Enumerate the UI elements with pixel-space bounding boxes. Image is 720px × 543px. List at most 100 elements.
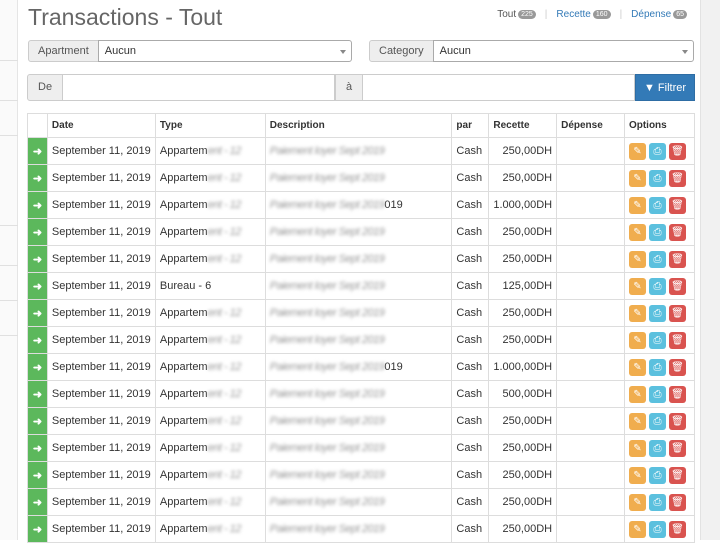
edit-pencil-icon[interactable]: ✎ (628, 304, 646, 322)
arrow-right-icon[interactable]: ➜ (27, 299, 48, 327)
link-tout[interactable]: Tout 225 (497, 9, 536, 20)
print-icon[interactable]: ⎙ (648, 412, 666, 430)
print-icon[interactable]: ⎙ (648, 142, 666, 160)
edit-pencil-icon[interactable]: ✎ (628, 412, 646, 430)
arrow-right-icon[interactable]: ➜ (27, 326, 48, 354)
description-cell: Paiement loyer Sept 2019 (264, 380, 453, 408)
print-icon[interactable]: ⎙ (648, 196, 666, 214)
print-icon[interactable]: ⎙ (648, 250, 666, 268)
par-cell: Cash (451, 137, 490, 165)
trash-icon[interactable]: 🗑 (668, 223, 686, 241)
apartment-select[interactable]: Aucun (97, 40, 352, 62)
depense-cell (556, 326, 625, 354)
print-icon[interactable]: ⎙ (648, 304, 666, 322)
trash-icon[interactable]: 🗑 (668, 493, 686, 511)
arrow-right-icon[interactable]: ➜ (27, 272, 48, 300)
recette-cell: 250,00DH (488, 164, 558, 192)
arrow-right-icon[interactable]: ➜ (27, 407, 48, 435)
edit-pencil-icon[interactable]: ✎ (628, 331, 646, 349)
trash-icon[interactable]: 🗑 (668, 250, 686, 268)
print-icon[interactable]: ⎙ (648, 277, 666, 295)
recette-cell: 250,00DH (488, 326, 558, 354)
filter-button[interactable]: ▼ Filtrer (635, 74, 695, 101)
print-icon[interactable]: ⎙ (648, 493, 666, 511)
trash-icon[interactable]: 🗑 (668, 331, 686, 349)
recette-cell: 250,00DH (488, 407, 558, 435)
edit-pencil-icon[interactable]: ✎ (628, 250, 646, 268)
category-select[interactable]: Aucun (432, 40, 694, 62)
trash-icon[interactable]: 🗑 (668, 169, 686, 187)
edit-pencil-icon[interactable]: ✎ (628, 493, 646, 511)
print-icon[interactable]: ⎙ (648, 358, 666, 376)
print-icon[interactable]: ⎙ (648, 439, 666, 457)
trash-icon[interactable]: 🗑 (668, 196, 686, 214)
print-icon[interactable]: ⎙ (648, 169, 666, 187)
depense-cell (556, 407, 625, 435)
depense-cell (556, 164, 625, 192)
options-cell: ✎ ⎙ 🗑 (623, 164, 696, 192)
type-cell: Appartement - 12 (154, 407, 266, 435)
options-cell: ✎ ⎙ 🗑 (623, 245, 696, 273)
to-label: à (334, 74, 364, 101)
trash-icon[interactable]: 🗑 (668, 304, 686, 322)
print-icon[interactable]: ⎙ (648, 466, 666, 484)
arrow-right-icon[interactable]: ➜ (27, 218, 48, 246)
edit-pencil-icon[interactable]: ✎ (628, 439, 646, 457)
to-date-input[interactable] (363, 74, 635, 101)
trash-icon[interactable]: 🗑 (668, 142, 686, 160)
arrow-right-icon[interactable]: ➜ (27, 164, 48, 192)
link-depense[interactable]: Dépense 65 (631, 9, 687, 20)
edit-pencil-icon[interactable]: ✎ (628, 277, 646, 295)
scrollbar[interactable] (700, 0, 720, 540)
description-cell: Paiement loyer Sept 2019 (264, 434, 453, 462)
col-header[interactable]: Date (46, 113, 156, 138)
recette-cell: 250,00DH (488, 488, 558, 516)
recette-cell: 250,00DH (488, 515, 558, 543)
edit-pencil-icon[interactable]: ✎ (628, 223, 646, 241)
trash-icon[interactable]: 🗑 (668, 412, 686, 430)
trash-icon[interactable]: 🗑 (668, 466, 686, 484)
arrow-right-icon[interactable]: ➜ (27, 434, 48, 462)
trash-icon[interactable]: 🗑 (668, 439, 686, 457)
date-cell: September 11, 2019 (46, 326, 156, 354)
print-icon[interactable]: ⎙ (648, 385, 666, 403)
col-header[interactable]: Description (264, 113, 453, 138)
arrow-right-icon[interactable]: ➜ (27, 137, 48, 165)
par-cell: Cash (451, 407, 490, 435)
print-icon[interactable]: ⎙ (648, 520, 666, 538)
options-cell: ✎ ⎙ 🗑 (623, 434, 696, 462)
par-cell: Cash (451, 191, 490, 219)
print-icon[interactable]: ⎙ (648, 223, 666, 241)
edit-pencil-icon[interactable]: ✎ (628, 466, 646, 484)
from-date-input[interactable] (63, 74, 335, 101)
edit-pencil-icon[interactable]: ✎ (628, 520, 646, 538)
arrow-right-icon[interactable]: ➜ (27, 353, 48, 381)
date-cell: September 11, 2019 (46, 380, 156, 408)
trash-icon[interactable]: 🗑 (668, 520, 686, 538)
print-icon[interactable]: ⎙ (648, 331, 666, 349)
col-header[interactable]: Recette (488, 113, 558, 138)
arrow-right-icon[interactable]: ➜ (27, 191, 48, 219)
count-badge: 225 (518, 10, 536, 19)
arrow-right-icon[interactable]: ➜ (27, 245, 48, 273)
trash-icon[interactable]: 🗑 (668, 385, 686, 403)
arrow-right-icon[interactable]: ➜ (27, 488, 48, 516)
col-header[interactable]: par (451, 113, 490, 138)
edit-pencil-icon[interactable]: ✎ (628, 385, 646, 403)
link-recette[interactable]: Recette 160 (556, 9, 611, 20)
edit-pencil-icon[interactable]: ✎ (628, 358, 646, 376)
trash-icon[interactable]: 🗑 (668, 358, 686, 376)
col-header[interactable]: Options (623, 113, 696, 138)
arrow-right-icon[interactable]: ➜ (27, 515, 48, 543)
options-cell: ✎ ⎙ 🗑 (623, 299, 696, 327)
category-label: Category (369, 40, 434, 62)
edit-pencil-icon[interactable]: ✎ (628, 196, 646, 214)
trash-icon[interactable]: 🗑 (668, 277, 686, 295)
col-header[interactable]: Type (154, 113, 266, 138)
arrow-right-icon[interactable]: ➜ (27, 461, 48, 489)
col-header[interactable]: Dépense (556, 113, 625, 138)
edit-pencil-icon[interactable]: ✎ (628, 142, 646, 160)
edit-pencil-icon[interactable]: ✎ (628, 169, 646, 187)
date-cell: September 11, 2019 (46, 137, 156, 165)
arrow-right-icon[interactable]: ➜ (27, 380, 48, 408)
